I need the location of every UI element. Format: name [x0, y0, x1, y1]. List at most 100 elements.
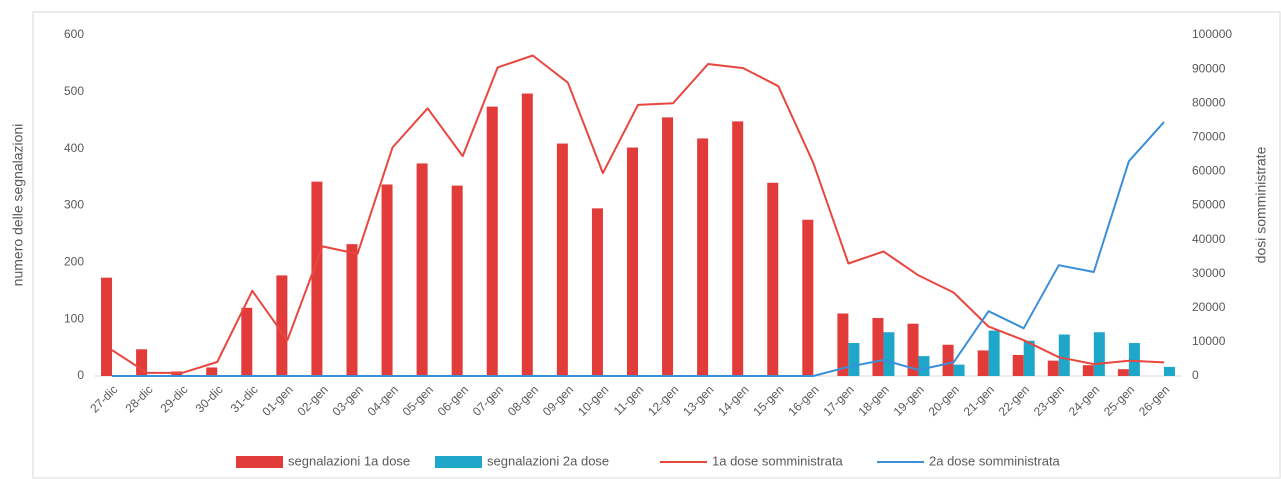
bar [1093, 332, 1105, 376]
y2-tick-label: 100000 [1192, 27, 1232, 41]
bar [346, 244, 358, 376]
bar [486, 106, 498, 377]
x-tick-label: 25-gen [1101, 382, 1137, 418]
x-tick-label: 26-gen [1136, 382, 1172, 418]
bar [1128, 343, 1140, 376]
x-tick-label: 02-gen [294, 382, 330, 418]
bar [276, 275, 288, 376]
bar [872, 318, 884, 376]
x-tick-label: 14-gen [715, 382, 751, 418]
bar [1082, 365, 1094, 376]
bar [953, 364, 965, 376]
x-tick-label: 16-gen [785, 382, 821, 418]
x-tick-label: 05-gen [400, 382, 436, 418]
bar [942, 344, 954, 376]
y2-tick-label: 20000 [1192, 300, 1226, 314]
y2-tick-label: 40000 [1192, 232, 1226, 246]
x-tick-label: 10-gen [575, 382, 611, 418]
legend-swatch [435, 456, 482, 468]
legend-label: segnalazioni 2a dose [487, 453, 609, 468]
bar [988, 330, 1000, 376]
line [111, 54, 1165, 374]
bar [1023, 340, 1035, 376]
bar [311, 181, 323, 376]
bar [627, 147, 638, 376]
x-tick-label: 09-gen [540, 382, 576, 418]
bar [802, 219, 814, 376]
x-tick-label: 23-gen [1031, 382, 1067, 418]
y-tick-label: 600 [64, 27, 84, 41]
bar [101, 277, 113, 376]
bar [521, 93, 533, 376]
y-tick-label: 500 [64, 84, 84, 98]
bar [241, 307, 253, 376]
x-tick-label: 19-gen [891, 382, 927, 418]
bar [767, 182, 779, 376]
legend-label: segnalazioni 1a dose [288, 453, 410, 468]
y-tick-label: 100 [64, 311, 84, 325]
y2-axis-label: dosi somministrate [1253, 146, 1269, 263]
bar [381, 184, 393, 376]
bar [1117, 369, 1129, 376]
x-tick-label: 01-gen [259, 382, 295, 418]
x-tick-label: 13-gen [680, 382, 716, 418]
y-tick-label: 400 [64, 141, 84, 155]
bar [918, 356, 930, 376]
bar [1012, 354, 1024, 376]
y-tick-label: 200 [64, 255, 84, 269]
x-tick-label: 22-gen [996, 382, 1032, 418]
y2-tick-label: 50000 [1192, 198, 1226, 212]
chart-border [32, 11, 1281, 479]
y2-tick-label: 90000 [1192, 61, 1226, 75]
bar [451, 185, 463, 376]
x-tick-label: 07-gen [470, 382, 506, 418]
bar [591, 208, 603, 376]
x-tick-label: 11-gen [611, 382, 647, 418]
y2-tick-label: 70000 [1192, 129, 1226, 143]
x-tick-label: 08-gen [505, 382, 541, 418]
legend-label: 2a dose somministrata [929, 453, 1061, 468]
x-tick-label: 30-dic [193, 382, 226, 415]
x-tick-label: 28-dic [122, 382, 155, 415]
x-tick-label: 21-gen [961, 382, 997, 418]
x-tick-label: 03-gen [330, 382, 366, 418]
legend-label: 1a dose somministrata [712, 453, 844, 468]
y2-tick-label: 30000 [1192, 266, 1226, 280]
bar [1163, 366, 1175, 376]
y-axis-label: numero delle segnalazioni [10, 124, 26, 287]
y-tick-label: 0 [77, 368, 84, 382]
x-tick-label: 06-gen [435, 382, 471, 418]
x-tick-label: 12-gen [645, 382, 681, 418]
x-tick-label: 15-gen [750, 382, 786, 418]
bar [732, 121, 744, 377]
line [112, 121, 1165, 377]
bar [136, 349, 148, 376]
bar [416, 163, 428, 376]
x-tick-label: 20-gen [926, 382, 962, 418]
bar [907, 323, 919, 376]
bar [556, 143, 568, 376]
bar [977, 350, 989, 376]
bar [1058, 334, 1070, 376]
x-tick-label: 18-gen [855, 382, 891, 418]
y2-tick-label: 10000 [1192, 334, 1226, 348]
x-tick-label: 17-gen [820, 382, 856, 418]
legend-swatch [236, 456, 283, 468]
bar [662, 117, 674, 377]
y2-tick-label: 80000 [1192, 95, 1226, 109]
bar [206, 367, 218, 376]
bar [697, 138, 709, 376]
y-tick-label: 300 [64, 198, 84, 212]
x-tick-label: 27-dic [87, 382, 120, 415]
bar [883, 332, 895, 376]
x-tick-label: 24-gen [1066, 382, 1102, 418]
x-tick-label: 29-dic [158, 382, 191, 415]
bar [848, 343, 860, 376]
y2-tick-label: 0 [1192, 368, 1199, 382]
x-tick-label: 04-gen [365, 382, 401, 418]
y2-tick-label: 60000 [1192, 164, 1226, 178]
bar [837, 313, 849, 376]
bar [1047, 360, 1059, 376]
